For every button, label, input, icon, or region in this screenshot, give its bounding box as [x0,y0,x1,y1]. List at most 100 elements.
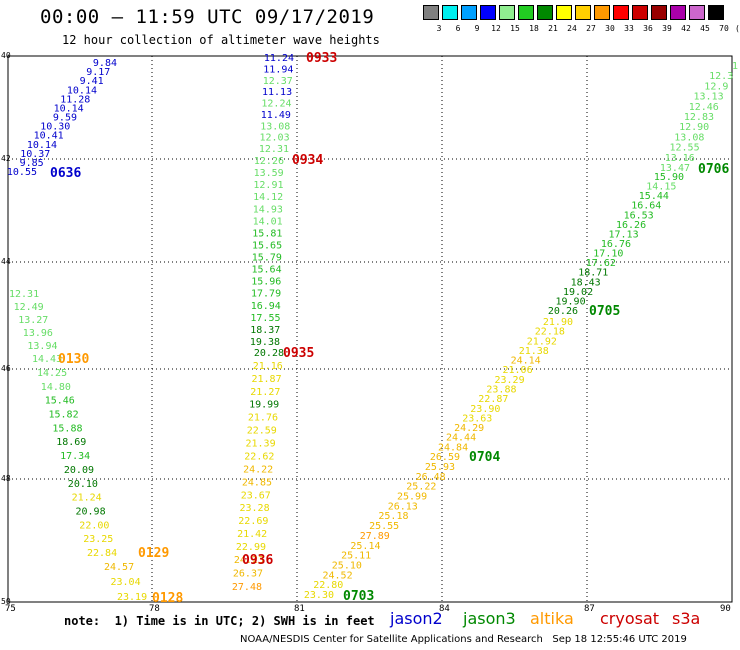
latitude-tick: 48 [1,474,11,483]
latitude-tick: 40 [1,51,11,60]
wave-height-label: 21.92 [527,336,557,347]
legend-label: 18 [529,24,539,33]
latitude-tick: 46 [1,364,11,373]
wave-height-label: 23.29 [494,375,524,386]
wave-height-label: 19.90 [555,296,585,307]
wave-height-label: 11.13 [262,87,292,98]
wave-height-label: 21.76 [248,413,278,424]
legend-label: 45 [700,24,710,33]
wave-height-label: 13.59 [254,168,284,179]
wave-height-label: 19.02 [563,287,593,298]
wave-height-label: 23.28 [239,503,269,514]
wave-height-label: 16.76 [601,239,631,250]
legend-swatch [670,5,686,20]
wave-height-label: 20.09 [64,465,94,476]
pass-time-label: 0128 [152,591,183,606]
wave-height-label: 10.30 [40,122,70,133]
wave-height-label: 10.14 [54,103,84,114]
wave-height-label: 24.44 [446,433,476,444]
legend-label: 9 [474,24,480,33]
pass-time-label: 0706 [698,162,729,177]
wave-height-label: 21.24 [72,493,102,504]
wave-height-label: 22.87 [478,394,508,405]
wave-height-label: 10.55 [7,167,37,178]
wave-height-label: 12.55 [669,143,699,154]
wave-height-label: 21.87 [251,374,281,385]
wave-height-label: 26.13 [388,501,418,512]
wave-height-label: 20.26 [548,306,578,317]
wave-height-label: 18.43 [571,277,601,288]
wave-height-label: 14.80 [41,382,71,393]
wave-height-label: 20.10 [68,479,98,490]
wave-height-label: 24.85 [242,477,272,488]
legend-swatch [499,5,515,20]
wave-height-label: 15.90 [654,172,684,183]
wave-height-label: 19.38 [250,337,280,348]
wave-height-label: 26.59 [430,452,460,463]
wave-height-label: 22.80 [313,580,343,591]
track-labels: 9.849.179.4110.1411.2810.149.5910.3010.4… [7,51,738,606]
legend-swatch [708,5,724,20]
legend-label: 21 [548,24,558,33]
wave-height-label: 12.90 [679,122,709,133]
legend-swatch [632,5,648,20]
satellite-jason2: jason2 [390,609,443,628]
wave-height-label: 20.98 [76,507,106,518]
legend-swatch [461,5,477,20]
wave-height-label: 17.62 [586,258,616,269]
wave-height-label: 15.46 [45,396,75,407]
satellite-s3a: s3a [672,609,701,628]
pass-time-label: 0935 [283,346,314,361]
wave-height-label: 21.27 [250,387,280,398]
wave-height-label: 23.67 [241,490,271,501]
wave-height-label: 22.62 [244,452,274,463]
grid-lines [8,56,732,602]
satellite-jason3: jason3 [463,609,516,628]
wave-height-label: 10.41 [34,131,64,142]
wave-height-label: 22.59 [247,426,277,437]
wave-height-label: 12.91 [253,180,283,191]
wave-height-label: 15.82 [49,410,79,421]
legend-label: 24 [567,24,577,33]
wave-height-label: 13.47 [660,163,690,174]
legend-swatch [556,5,572,20]
wave-height-label: 25.18 [378,511,408,522]
wave-height-label: 14.93 [253,204,283,215]
page-subtitle: 12 hour collection of altimeter wave hei… [62,33,380,47]
wave-height-label: 20.28 [254,348,284,359]
wave-height-label: 21.42 [237,529,267,540]
wave-height-label: 18.37 [250,325,280,336]
legend-label: 70 [719,24,729,33]
credit-org: NOAA/NESDIS Center for Satellite Applica… [240,634,543,645]
legend-label: 36 [643,24,653,33]
wave-height-label: 15.65 [252,241,282,252]
wave-height-label: 25.99 [397,492,427,503]
wave-height-label: 25.55 [369,521,399,532]
wave-height-label: 18.69 [56,437,86,448]
wave-height-label: 24.57 [104,562,134,573]
wave-height-label: 22.00 [79,520,109,531]
legend-label: 15 [510,24,520,33]
wave-height-label: 23.88 [486,385,516,396]
wave-height-label: 22.69 [238,516,268,527]
wave-height-label: 12.26 [254,156,284,167]
wave-height-label: 12.31 [9,289,39,300]
wave-height-label: 9.59 [53,113,77,124]
wave-height-label: 21.16 [253,361,283,372]
wave-height-label: 13.08 [260,121,290,132]
wave-height-label: 13.16 [665,153,695,164]
legend-label: 12 [491,24,501,33]
wave-height-label: 25.22 [406,482,436,493]
longitude-tick: 90 [720,604,731,614]
wave-height-label: 21.38 [519,346,549,357]
wave-height-label: 21.39 [245,439,275,450]
wave-height-label: 12.49 [14,302,44,313]
pass-time-label: 0934 [292,153,323,168]
wave-height-label: 23.90 [470,404,500,415]
latitude-tick: 44 [1,257,11,266]
wave-height-label: 9.41 [80,76,104,87]
wave-height-label: 23.25 [83,534,113,545]
wave-height-label: 1 [732,61,738,72]
wave-height-label: 15.44 [639,191,669,202]
